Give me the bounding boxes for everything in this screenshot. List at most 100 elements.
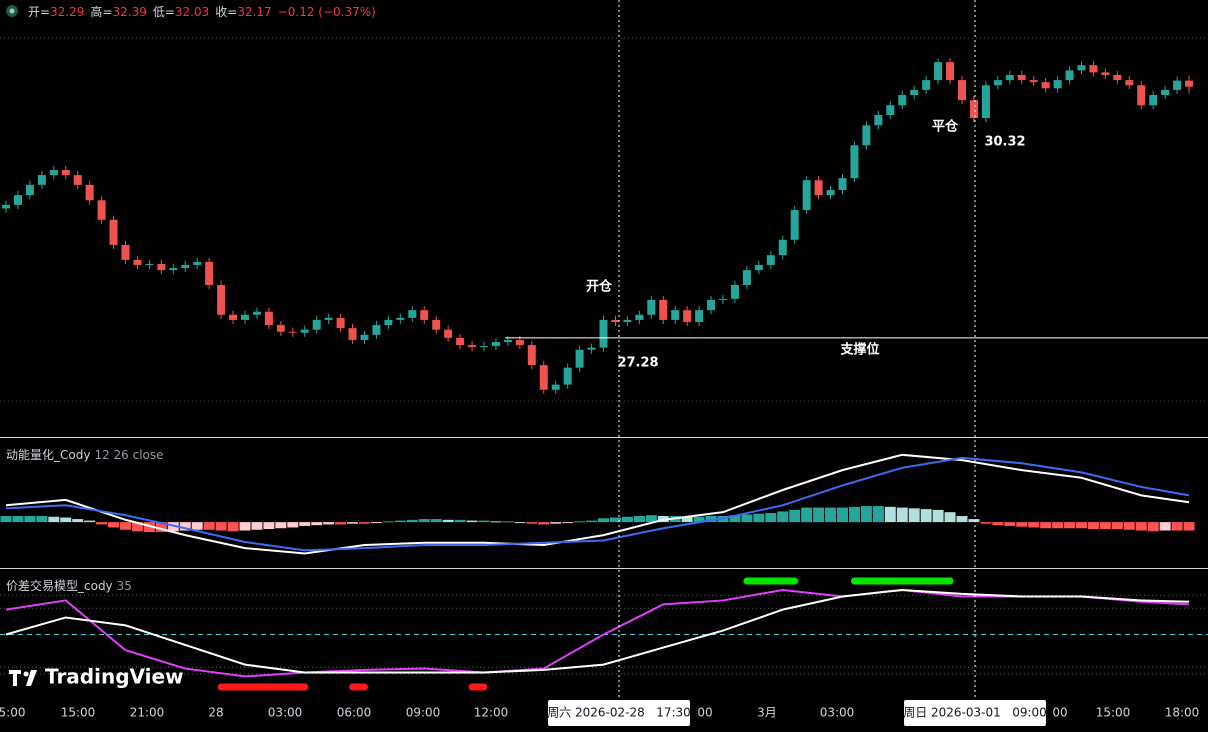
candle-body <box>252 311 261 315</box>
histogram-bar <box>526 522 538 524</box>
ohlc-header: 开=32.29 高=32.39 低=32.03 收=32.17 −0.12 (−0.37… <box>28 4 376 19</box>
indicator-line <box>5 453 1190 555</box>
annotation: 30.32 <box>984 135 1025 150</box>
histogram-bar <box>621 516 633 523</box>
histogram-bar <box>179 522 191 531</box>
histogram-bar <box>1004 522 1016 526</box>
candle-body <box>814 180 823 196</box>
crosshair-label: 周日 2026-03-01 09:00 <box>903 706 1047 720</box>
histogram-bar <box>287 522 299 528</box>
histogram-bar <box>1087 522 1099 529</box>
candle-body <box>1053 80 1062 89</box>
candle-body <box>97 200 106 220</box>
time-label: 09:00 <box>406 706 441 720</box>
candle-body <box>659 299 668 320</box>
histogram-bar <box>1147 522 1159 532</box>
histogram-bar <box>1183 522 1195 531</box>
candle-body <box>109 219 118 245</box>
candle-body <box>312 319 321 330</box>
candle-body <box>647 299 656 315</box>
candle-body <box>754 264 763 271</box>
candle-body <box>730 285 739 299</box>
time-label: 28 <box>208 706 223 720</box>
candle-body <box>193 261 202 265</box>
histogram-bar <box>645 515 657 523</box>
histogram-bar <box>574 521 586 523</box>
candle-body <box>587 347 596 350</box>
histogram-bar <box>84 520 96 523</box>
histogram-bar <box>956 516 968 523</box>
histogram-bar <box>347 522 359 524</box>
candle-body <box>360 334 369 340</box>
candle-body <box>707 299 716 311</box>
histogram-bar <box>406 519 418 523</box>
candle-body <box>695 310 704 322</box>
histogram-bar <box>944 512 956 523</box>
candle-body <box>1041 82 1050 89</box>
histogram-bar <box>466 520 478 523</box>
candle-body <box>778 239 787 256</box>
histogram-bar <box>1052 522 1064 529</box>
time-label: 3月 <box>757 706 777 720</box>
candle-body <box>838 178 847 190</box>
candle-body <box>133 259 142 265</box>
histogram-bar <box>1159 522 1171 531</box>
histogram-bar <box>801 507 813 523</box>
candle-body <box>25 184 34 196</box>
histogram-bar <box>418 519 430 523</box>
histogram-bar <box>430 519 442 523</box>
histogram-bar <box>143 522 155 533</box>
candle-body <box>432 319 441 330</box>
candle-body <box>802 180 811 211</box>
histogram-bar <box>693 516 705 523</box>
histogram-bar <box>765 512 777 523</box>
candle-body <box>276 325 285 332</box>
histogram-bar <box>872 506 884 523</box>
time-label: 15:00 <box>1096 706 1131 720</box>
pane-title: 价差交易模型_cody 35 <box>6 578 132 593</box>
histogram-bar <box>131 522 143 532</box>
candle-body <box>217 285 226 315</box>
candle-body <box>611 319 620 322</box>
candle-body <box>372 325 381 335</box>
histogram-bar <box>191 522 203 530</box>
histogram-bar <box>263 522 275 529</box>
histogram-bar <box>478 520 490 523</box>
histogram-bar <box>741 514 753 523</box>
candle-body <box>468 345 477 348</box>
logo-mark <box>26 670 37 686</box>
candle-body <box>969 100 978 119</box>
histogram-bar <box>562 522 574 524</box>
histogram-bar <box>789 509 801 523</box>
histogram-bar <box>1064 522 1076 529</box>
histogram-bar <box>1028 522 1040 528</box>
candle-body <box>874 115 883 126</box>
ohlc-value: 32.29 <box>50 5 84 19</box>
brand-name: TradingView <box>45 665 184 689</box>
logo-mark <box>9 670 21 686</box>
candle-body <box>288 331 297 333</box>
histogram-bar <box>1040 522 1052 529</box>
time-label: 03:00 <box>820 706 855 720</box>
histogram-bar <box>24 516 36 523</box>
annotation: 27.28 <box>617 356 658 371</box>
candle-body <box>157 263 166 271</box>
candle-body <box>1149 95 1158 106</box>
candle-body <box>396 317 405 320</box>
ohlc-label: 高= <box>90 4 112 19</box>
candle-body <box>1005 74 1014 81</box>
histogram-bar <box>777 511 789 523</box>
pane-title-name: 动能量化_Cody <box>6 448 90 462</box>
pane-params: 12 26 close <box>94 448 163 462</box>
time-label: 03:00 <box>268 706 303 720</box>
histogram-bar <box>335 522 347 525</box>
candle-body <box>683 310 692 322</box>
histogram-bar <box>848 506 860 523</box>
ohlc-value: 32.39 <box>112 5 146 19</box>
candle-body <box>336 317 345 329</box>
histogram-bar <box>1099 522 1111 529</box>
histogram-bar <box>251 522 263 530</box>
time-label: 5:00 <box>0 706 25 720</box>
